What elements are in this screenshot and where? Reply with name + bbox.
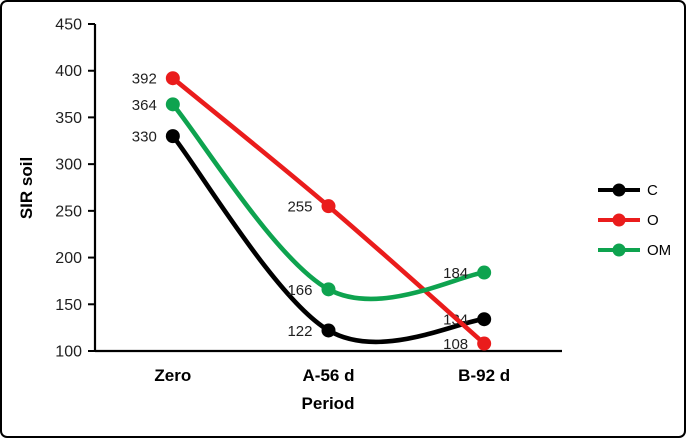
legend-swatch-marker — [612, 213, 626, 227]
y-tick-label: 400 — [55, 63, 82, 80]
y-tick-label: 100 — [55, 344, 82, 361]
data-label-C: 122 — [287, 323, 312, 340]
legend-item-OM: OM — [598, 242, 671, 259]
data-label-C: 330 — [132, 129, 157, 146]
legend-item-C: C — [598, 182, 658, 199]
legend-swatch-marker — [612, 183, 626, 197]
legend-label: O — [647, 212, 659, 229]
y-tick-label: 250 — [55, 203, 82, 220]
data-point-marker-O — [165, 71, 180, 86]
data-point-marker-O — [477, 336, 492, 351]
y-axis-title: SIR soil — [17, 157, 36, 219]
data-point-marker-C — [321, 323, 336, 338]
y-tick-label: 350 — [55, 110, 82, 127]
data-label-OM: 166 — [287, 282, 312, 299]
legend-item-O: O — [598, 212, 659, 229]
legend-swatch-marker — [612, 243, 626, 257]
x-axis-category-labels: Zero A-56 d B-92 d — [154, 366, 510, 385]
category-label: B-92 d — [458, 366, 510, 385]
category-label: A-56 d — [303, 366, 355, 385]
y-axis-ticks: 100 150 200 250 300 350 400 450 — [55, 17, 95, 361]
data-label-O: 255 — [287, 199, 312, 216]
x-axis-title: Period — [302, 394, 355, 413]
y-tick-label: 450 — [55, 17, 82, 34]
data-point-marker-OM — [321, 282, 336, 297]
category-label: Zero — [154, 366, 191, 385]
data-point-marker-O — [321, 199, 336, 214]
data-point-marker-C — [477, 312, 492, 327]
legend-label: OM — [647, 242, 671, 259]
y-tick-label: 300 — [55, 157, 82, 174]
axes — [93, 24, 562, 353]
series-O: 392 255 108 — [132, 71, 492, 353]
y-tick-label: 200 — [55, 250, 82, 267]
data-label-O: 108 — [443, 336, 468, 353]
legend: CO OM — [598, 182, 671, 259]
data-label-O: 392 — [132, 71, 157, 88]
data-point-marker-C — [165, 129, 180, 144]
y-tick-label: 150 — [55, 297, 82, 314]
data-point-marker-OM — [165, 97, 180, 112]
legend-label: C — [647, 182, 658, 199]
series-OM: 364 166 184 — [132, 97, 492, 302]
data-point-marker-OM — [477, 265, 492, 280]
data-label-OM: 184 — [443, 265, 468, 282]
data-label-OM: 364 — [132, 97, 157, 114]
